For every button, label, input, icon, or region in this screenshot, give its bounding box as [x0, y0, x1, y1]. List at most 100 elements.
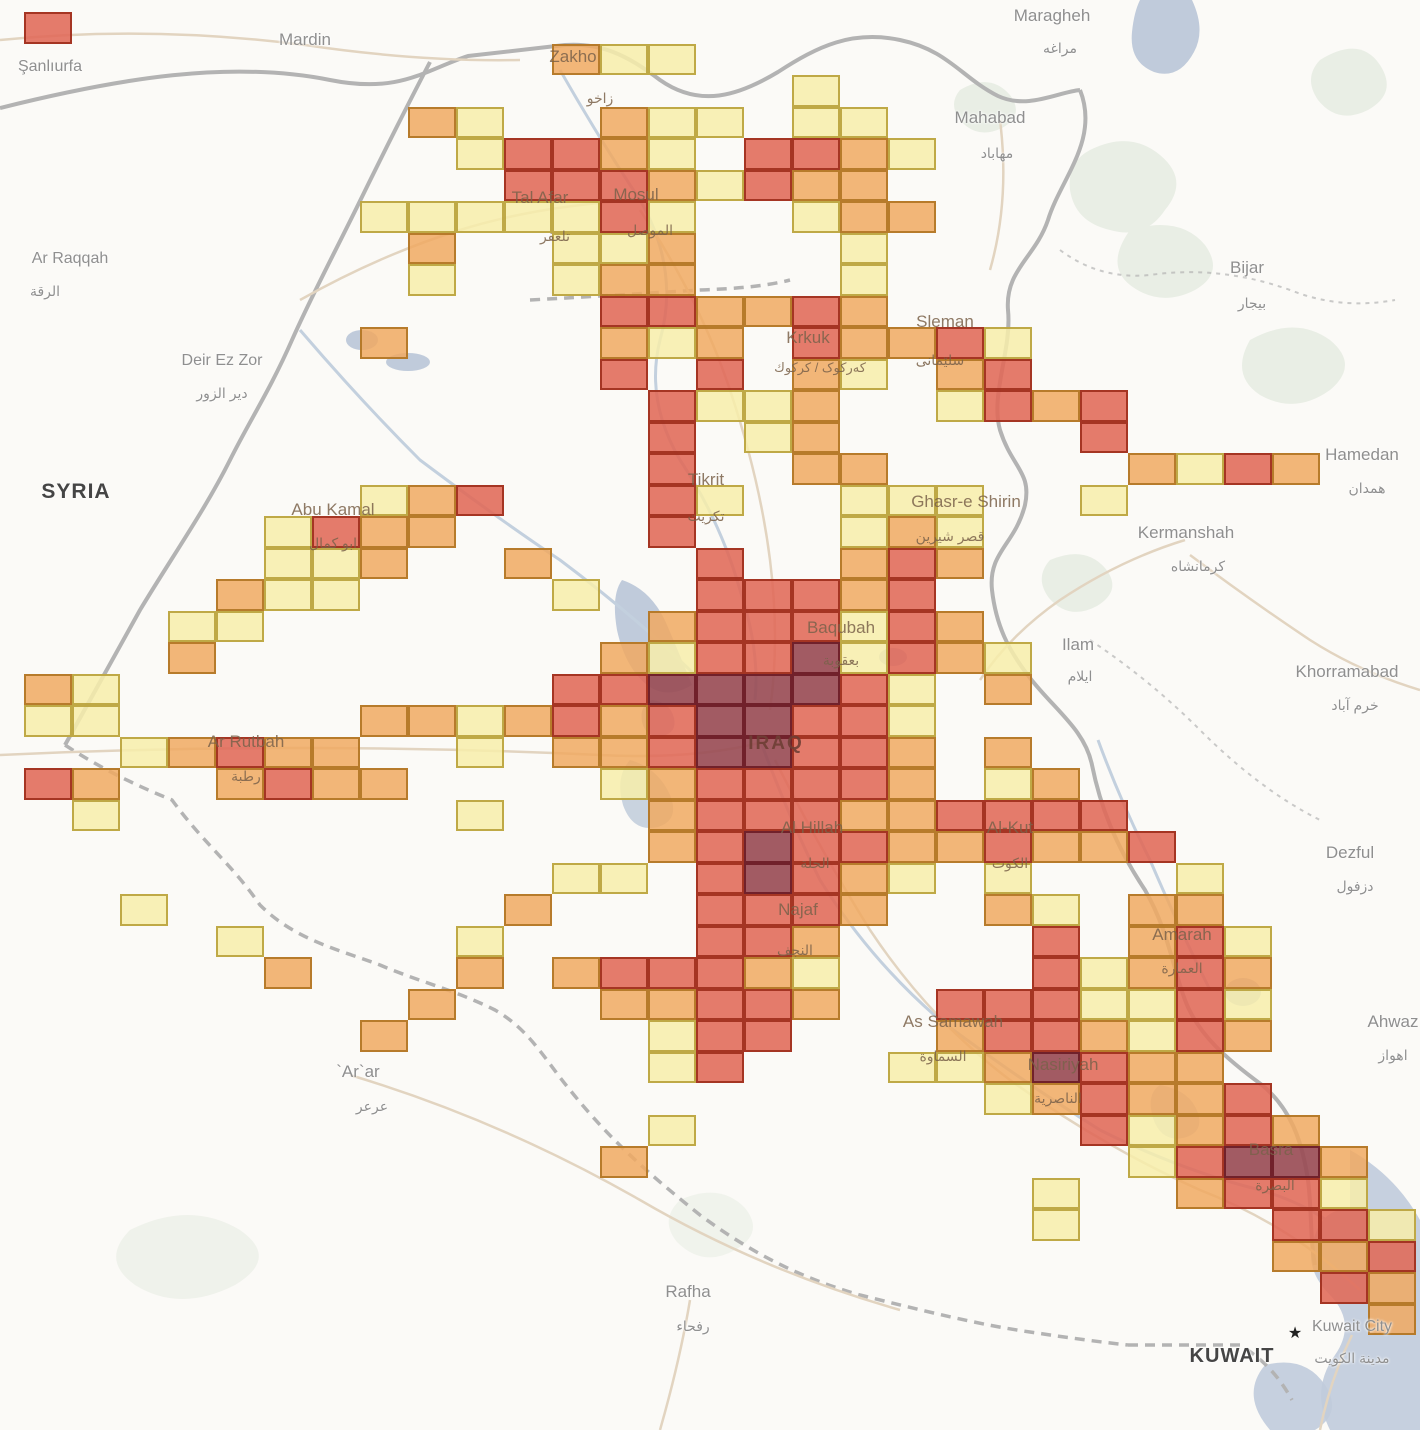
- heat-cell[interactable]: [696, 106, 744, 138]
- heat-cell[interactable]: [840, 642, 888, 674]
- heat-cell[interactable]: [648, 736, 696, 768]
- heat-cell[interactable]: [840, 327, 888, 359]
- heat-cell[interactable]: [648, 705, 696, 737]
- heat-cell[interactable]: [408, 484, 456, 516]
- heat-cell[interactable]: [888, 673, 936, 705]
- heat-cell[interactable]: [648, 1114, 696, 1146]
- heat-cell[interactable]: [1128, 1020, 1176, 1052]
- heat-cell[interactable]: [312, 579, 360, 611]
- heat-cell[interactable]: [696, 894, 744, 926]
- heat-cell[interactable]: [1032, 957, 1080, 989]
- heat-cell[interactable]: [840, 547, 888, 579]
- heat-cell[interactable]: [600, 327, 648, 359]
- heat-cell[interactable]: [840, 169, 888, 201]
- heat-cell[interactable]: [984, 673, 1032, 705]
- heat-cell[interactable]: [840, 358, 888, 390]
- heat-cell[interactable]: [360, 547, 408, 579]
- heat-cell[interactable]: [888, 862, 936, 894]
- heat-cell[interactable]: [696, 547, 744, 579]
- heat-cell[interactable]: [696, 610, 744, 642]
- heat-cell[interactable]: [648, 106, 696, 138]
- heat-cell[interactable]: [1368, 1272, 1416, 1304]
- heat-cell[interactable]: [504, 705, 552, 737]
- heat-cell[interactable]: [888, 831, 936, 863]
- heat-cell[interactable]: [1032, 925, 1080, 957]
- heat-cell[interactable]: [600, 1146, 648, 1178]
- heat-cell[interactable]: [744, 957, 792, 989]
- heat-cell[interactable]: [1032, 988, 1080, 1020]
- heat-cell[interactable]: [1176, 1177, 1224, 1209]
- heat-cell[interactable]: [936, 1020, 984, 1052]
- heat-cell[interactable]: [648, 642, 696, 674]
- heat-cell[interactable]: [600, 988, 648, 1020]
- heat-cell[interactable]: [744, 421, 792, 453]
- heat-cell[interactable]: [312, 736, 360, 768]
- heat-cell[interactable]: [792, 768, 840, 800]
- heat-cell[interactable]: [1080, 390, 1128, 422]
- heat-cell[interactable]: [600, 201, 648, 233]
- heat-cell[interactable]: [888, 484, 936, 516]
- heat-cell[interactable]: [792, 453, 840, 485]
- heat-cell[interactable]: [552, 201, 600, 233]
- heat-cell[interactable]: [1176, 1020, 1224, 1052]
- heat-cell[interactable]: [984, 390, 1032, 422]
- heat-cell[interactable]: [648, 957, 696, 989]
- heat-cell[interactable]: [1320, 1272, 1368, 1304]
- heat-cell[interactable]: [552, 862, 600, 894]
- heat-cell[interactable]: [72, 705, 120, 737]
- heat-cell[interactable]: [1128, 453, 1176, 485]
- heat-cell[interactable]: [984, 358, 1032, 390]
- heat-cell[interactable]: [552, 232, 600, 264]
- heat-cell[interactable]: [24, 768, 72, 800]
- heat-cell[interactable]: [24, 705, 72, 737]
- heat-cell[interactable]: [744, 295, 792, 327]
- heat-cell[interactable]: [1224, 1177, 1272, 1209]
- heat-cell[interactable]: [1224, 925, 1272, 957]
- heat-cell[interactable]: [840, 295, 888, 327]
- heat-cell[interactable]: [792, 201, 840, 233]
- heat-cell[interactable]: [504, 547, 552, 579]
- heat-cell[interactable]: [1272, 1209, 1320, 1241]
- heat-cell[interactable]: [456, 138, 504, 170]
- heat-cell[interactable]: [1224, 988, 1272, 1020]
- heat-cell[interactable]: [600, 106, 648, 138]
- heat-cell[interactable]: [744, 799, 792, 831]
- heat-cell[interactable]: [1176, 1146, 1224, 1178]
- heat-cell[interactable]: [648, 295, 696, 327]
- heat-cell[interactable]: [408, 516, 456, 548]
- heat-cell[interactable]: [1224, 1083, 1272, 1115]
- heat-cell[interactable]: [360, 327, 408, 359]
- heat-cell[interactable]: [696, 390, 744, 422]
- heat-cell[interactable]: [1176, 957, 1224, 989]
- heat-cell[interactable]: [1032, 894, 1080, 926]
- heat-cell[interactable]: [360, 705, 408, 737]
- heat-cell[interactable]: [1080, 1083, 1128, 1115]
- heat-cell[interactable]: [552, 579, 600, 611]
- heat-cell[interactable]: [696, 1051, 744, 1083]
- heat-cell[interactable]: [168, 642, 216, 674]
- heat-cell[interactable]: [1320, 1209, 1368, 1241]
- heat-cell[interactable]: [696, 327, 744, 359]
- heat-cell[interactable]: [1080, 1051, 1128, 1083]
- heat-cell[interactable]: [648, 1051, 696, 1083]
- heat-cell[interactable]: [456, 925, 504, 957]
- heat-cell[interactable]: [24, 673, 72, 705]
- heat-cell[interactable]: [840, 453, 888, 485]
- heat-cell[interactable]: [936, 327, 984, 359]
- heat-cell[interactable]: [456, 705, 504, 737]
- heat-cell[interactable]: [456, 736, 504, 768]
- heat-cell[interactable]: [312, 768, 360, 800]
- heat-cell[interactable]: [360, 201, 408, 233]
- heat-cell[interactable]: [792, 75, 840, 107]
- heat-cell[interactable]: [648, 988, 696, 1020]
- heat-cell[interactable]: [840, 673, 888, 705]
- heat-cell[interactable]: [888, 516, 936, 548]
- heat-cell[interactable]: [696, 862, 744, 894]
- heat-cell[interactable]: [408, 106, 456, 138]
- heat-cell[interactable]: [408, 705, 456, 737]
- heat-cell[interactable]: [936, 831, 984, 863]
- heat-cell[interactable]: [984, 862, 1032, 894]
- heat-cell[interactable]: [1272, 1240, 1320, 1272]
- heat-cell[interactable]: [744, 673, 792, 705]
- heat-cell[interactable]: [696, 358, 744, 390]
